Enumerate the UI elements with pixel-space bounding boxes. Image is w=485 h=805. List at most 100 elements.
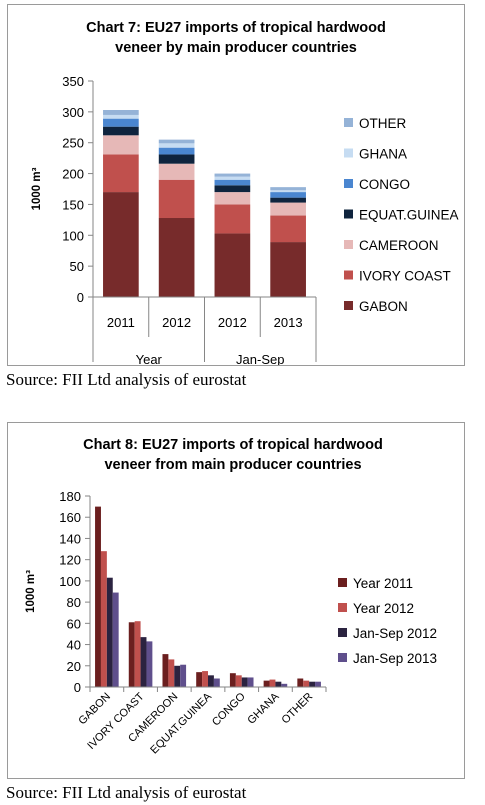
chart-7-y-tick-label: 150 xyxy=(62,197,84,212)
chart-8-bar xyxy=(162,654,169,687)
chart-8-bar xyxy=(140,637,147,687)
chart-7-legend-label: OTHER xyxy=(359,116,407,131)
chart-8-bar xyxy=(275,681,282,687)
chart-8-bar xyxy=(303,680,310,687)
chart-7-y-tick-label: 0 xyxy=(77,290,84,305)
chart-8-bar xyxy=(168,659,175,687)
chart-8-legend-label: Year 2011 xyxy=(353,576,413,591)
chart-7-group-label: Year xyxy=(136,352,163,365)
chart-8-y-tick-label: 0 xyxy=(74,680,81,695)
chart-7-category-label: 2012 xyxy=(218,315,247,330)
chart-8-legend-swatch xyxy=(338,653,347,662)
chart-8-bar xyxy=(269,679,276,687)
chart-8-category-label: EQUAT.GUINEA xyxy=(148,690,214,756)
chart-8-bar xyxy=(134,621,141,687)
chart-8-legend-swatch xyxy=(338,578,347,587)
chart-8-bar xyxy=(229,673,236,687)
chart-8-bar xyxy=(247,677,254,687)
chart-7-bar-segment xyxy=(158,218,195,297)
chart-8-y-tick-label: 120 xyxy=(59,553,81,568)
chart-7-bar-segment xyxy=(158,147,195,155)
chart-8-bar xyxy=(235,675,242,687)
chart-8-svg: Chart 8: EU27 imports of tropical hardwo… xyxy=(25,437,437,756)
chart-8-legend-label: Jan-Sep 2012 xyxy=(353,626,437,641)
chart-7-legend-label: EQUAT.GUINEA xyxy=(359,208,459,223)
chart-7-bar-segment xyxy=(214,173,251,177)
chart-8-title-line: Chart 8: EU27 imports of tropical hardwo… xyxy=(83,437,383,453)
chart-8-y-tick-label: 180 xyxy=(59,489,81,504)
chart-7-y-tick-label: 300 xyxy=(62,105,84,120)
chart-7-legend-swatch xyxy=(344,240,353,249)
chart-8-bar xyxy=(180,664,187,687)
chart-8-bar xyxy=(106,577,113,687)
chart-8-category-label: GHANA xyxy=(245,690,282,727)
chart-8-category-label: OTHER xyxy=(280,691,316,727)
chart-7-legend-swatch xyxy=(344,179,353,188)
chart-8-y-tick-label: 160 xyxy=(59,510,81,525)
chart-8-bar xyxy=(263,680,270,687)
chart-7-y-tick-label: 250 xyxy=(62,136,84,151)
chart-7-bar-segment xyxy=(103,114,139,119)
chart-7-source: Source: FII Ltd analysis of eurostat xyxy=(6,370,247,389)
chart-7-bar-segment xyxy=(270,215,306,243)
chart-7-bar-segment xyxy=(103,118,139,127)
chart-8-bar xyxy=(315,681,321,687)
chart-7-svg: Chart 7: EU27 imports of tropical hardwo… xyxy=(31,20,459,365)
chart-8-panel: Chart 8: EU27 imports of tropical hardwo… xyxy=(7,422,465,779)
chart-7-y-tick-label: 100 xyxy=(62,228,84,243)
chart-7-bar-segment xyxy=(214,204,251,234)
chart-7-legend-swatch xyxy=(344,301,353,310)
chart-7-legend-label: IVORY COAST xyxy=(359,269,451,284)
chart-7-legend-label: GABON xyxy=(359,299,408,314)
chart-7-bar-segment xyxy=(214,185,251,193)
chart-7-bar-segment xyxy=(103,135,139,155)
chart-8-bar xyxy=(100,551,107,687)
chart-8-legend-swatch xyxy=(338,628,347,637)
chart-8-y-tick-label: 20 xyxy=(67,659,81,674)
chart-7-bar-segment xyxy=(158,139,195,144)
chart-7-legend-label: CAMEROON xyxy=(359,238,439,253)
chart-8-bar xyxy=(174,665,181,687)
chart-8-bar xyxy=(128,622,135,687)
chart-7-y-tick-label: 50 xyxy=(70,259,84,274)
chart-7-y-axis-label: 1000 m³ xyxy=(31,167,43,210)
chart-7-title-line: veneer by main producer countries xyxy=(115,40,357,56)
chart-8-category-label: CONGO xyxy=(210,690,248,728)
chart-7-bar-segment xyxy=(158,154,195,164)
chart-7-group-label: Jan-Sep xyxy=(236,352,284,365)
chart-7-bar-segment xyxy=(270,190,306,193)
chart-8-y-tick-label: 60 xyxy=(67,616,81,631)
chart-7-category-label: 2011 xyxy=(107,315,135,330)
chart-7-bar-segment xyxy=(270,242,306,297)
chart-8-y-tick-label: 80 xyxy=(67,595,81,610)
chart-8-bar xyxy=(95,506,101,687)
chart-8-legend-swatch xyxy=(338,603,347,612)
chart-7-legend-label: CONGO xyxy=(359,177,410,192)
chart-8-bar xyxy=(208,675,214,687)
chart-7-bar-segment xyxy=(158,143,195,148)
chart-8-bar xyxy=(297,678,304,687)
chart-7-legend-label: GHANA xyxy=(359,147,407,162)
chart-8-y-tick-label: 140 xyxy=(59,531,81,546)
chart-7-y-tick-label: 350 xyxy=(62,74,84,89)
chart-8-bar xyxy=(213,678,220,687)
chart-7-category-label: 2012 xyxy=(162,315,191,330)
chart-8-bar xyxy=(112,592,119,687)
chart-8-title-line: veneer from main producer countries xyxy=(104,457,361,473)
chart-7-bar-segment xyxy=(214,179,251,186)
chart-7-y-tick-label: 200 xyxy=(62,167,84,182)
chart-7-bar-segment xyxy=(270,202,306,216)
chart-8-bar xyxy=(281,683,288,687)
chart-8-source: Source: FII Ltd analysis of eurostat xyxy=(6,783,247,802)
chart-7-legend-swatch xyxy=(344,209,353,219)
chart-7-bar-segment xyxy=(103,154,139,193)
chart-7-category-label: 2013 xyxy=(274,315,303,330)
chart-7-bar-segment xyxy=(158,163,195,180)
chart-7-legend-swatch xyxy=(344,270,353,280)
chart-7-title-line: Chart 7: EU27 imports of tropical hardwo… xyxy=(86,20,386,36)
chart-7-panel: Chart 7: EU27 imports of tropical hardwo… xyxy=(7,4,465,366)
chart-7-bar-segment xyxy=(270,187,306,191)
chart-7-legend-swatch xyxy=(344,118,353,127)
chart-7-bar-segment xyxy=(103,110,139,115)
chart-7-bar-segment xyxy=(103,192,139,297)
